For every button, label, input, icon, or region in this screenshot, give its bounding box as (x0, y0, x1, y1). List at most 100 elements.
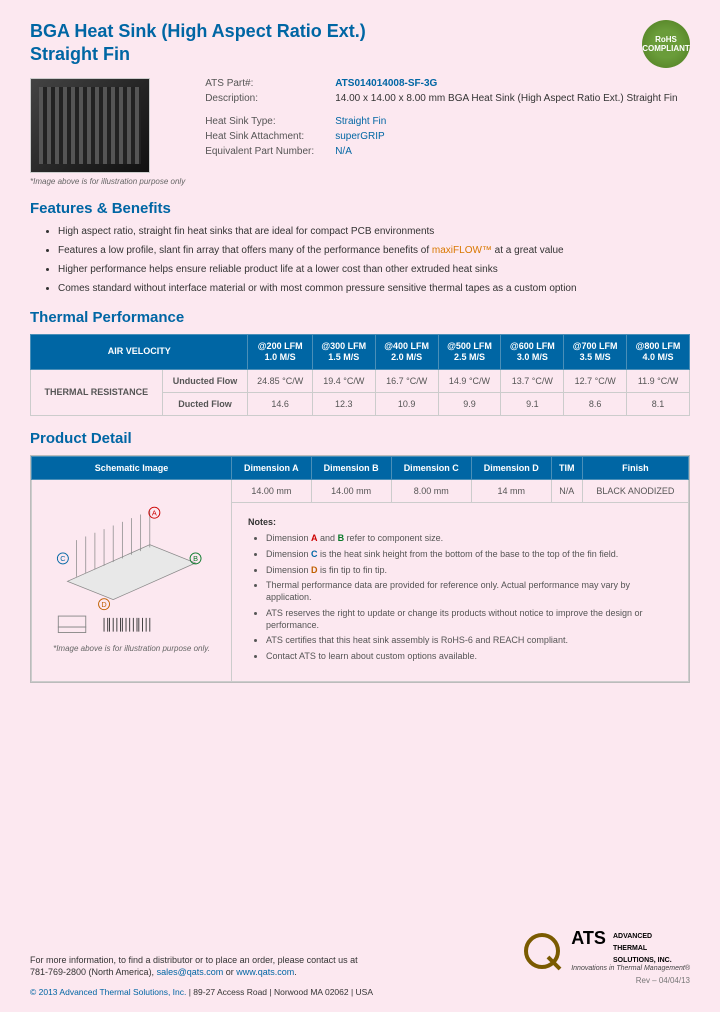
footer: For more information, to find a distribu… (30, 954, 690, 997)
product-image (30, 78, 150, 173)
pd-th: Finish (582, 456, 688, 480)
spec-table: ATS Part#:ATS014014008-SF-3G Description… (205, 78, 677, 186)
logo-line1: ADVANCED (613, 933, 652, 940)
svg-text:B: B (193, 555, 198, 564)
th-col: @700 LFM3.5 M/S (564, 335, 627, 370)
pd-val: 8.00 mm (391, 480, 471, 503)
product-detail-box: Schematic Image Dimension A Dimension B … (30, 455, 690, 683)
th-col: @600 LFM3.0 M/S (501, 335, 564, 370)
td-val: 11.9 °C/W (627, 369, 690, 392)
title-line-2: Straight Fin (30, 44, 130, 64)
td-val: 12.7 °C/W (564, 369, 627, 392)
product-image-wrap: *Image above is for illustration purpose… (30, 78, 185, 186)
th-top: @700 LFM (573, 341, 618, 351)
feature-text: Features a low profile, slant fin array … (58, 245, 432, 256)
footer-period: . (294, 967, 297, 977)
td-val: 8.1 (627, 392, 690, 415)
th-top: @600 LFM (510, 341, 555, 351)
footer-phone: 781-769-2800 (North America), (30, 967, 157, 977)
features-heading: Features & Benefits (30, 200, 690, 217)
product-detail-table: Schematic Image Dimension A Dimension B … (31, 456, 689, 682)
footer-copy-link[interactable]: © 2013 Advanced Thermal Solutions, Inc. (30, 987, 186, 997)
spec-attach-value: superGRIP (335, 131, 384, 142)
revision-text: Rev – 04/04/13 (522, 976, 690, 985)
th-bot: 2.5 M/S (454, 352, 485, 362)
notes-list: Dimension A and B refer to component siz… (248, 533, 672, 662)
th-col: @400 LFM2.0 M/S (375, 335, 438, 370)
td-val: 13.7 °C/W (501, 369, 564, 392)
svg-text:A: A (152, 509, 157, 518)
spec-desc-value: 14.00 x 14.00 x 8.00 mm BGA Heat Sink (H… (335, 93, 677, 104)
th-bot: 1.5 M/S (328, 352, 359, 362)
td-val: 14.6 (248, 392, 312, 415)
note-item: Thermal performance data are provided fo… (266, 580, 672, 603)
th-top: @300 LFM (321, 341, 366, 351)
footer-copy-rest: | 89-27 Access Road | Norwood MA 02062 |… (186, 987, 373, 997)
maxiflow-text: maxiFLOW™ (432, 245, 492, 256)
feature-item: Higher performance helps ensure reliable… (58, 263, 690, 276)
pd-val: 14.00 mm (232, 480, 312, 503)
logo-line2: THERMAL (613, 945, 647, 952)
footer-or: or (226, 967, 237, 977)
feature-text: at a great value (492, 245, 564, 256)
page: BGA Heat Sink (High Aspect Ratio Ext.) S… (0, 0, 720, 1012)
th-top: @500 LFM (447, 341, 492, 351)
th-top: @800 LFM (636, 341, 681, 351)
pd-th-schematic: Schematic Image (32, 456, 232, 480)
rohs-badge-icon: RoHS COMPLIANT (642, 20, 690, 68)
note-item: Dimension D is fin tip to fin tip. (266, 565, 672, 577)
note-item: ATS certifies that this heat sink assemb… (266, 635, 672, 647)
spec-type-value: Straight Fin (335, 116, 386, 127)
footer-copyright: © 2013 Advanced Thermal Solutions, Inc. … (30, 987, 690, 997)
logo-tagline: Innovations in Thermal Management® (571, 965, 690, 972)
note-item: Contact ATS to learn about custom option… (266, 651, 672, 663)
title-line-1: BGA Heat Sink (High Aspect Ratio Ext.) (30, 21, 366, 41)
pd-th: TIM (551, 456, 582, 480)
th-bot: 1.0 M/S (265, 352, 296, 362)
td-val: 12.3 (312, 392, 375, 415)
td-ducted-label: Ducted Flow (162, 392, 248, 415)
th-bot: 3.5 M/S (580, 352, 611, 362)
svg-text:D: D (101, 600, 106, 609)
pd-val: 14 mm (471, 480, 551, 503)
notes-box: Notes: Dimension A and B refer to compon… (236, 509, 684, 674)
pd-val: BLACK ANODIZED (582, 480, 688, 503)
th-col: @300 LFM1.5 M/S (312, 335, 375, 370)
td-val: 14.9 °C/W (438, 369, 501, 392)
footer-contact-text: For more information, to find a distribu… (30, 955, 358, 965)
features-list: High aspect ratio, straight fin heat sin… (30, 225, 690, 295)
td-val: 19.4 °C/W (312, 369, 375, 392)
schematic-note: *Image above is for illustration purpose… (40, 644, 223, 653)
td-val: 8.6 (564, 392, 627, 415)
image-note: *Image above is for illustration purpose… (30, 177, 185, 186)
spec-desc-label: Description: (205, 93, 335, 104)
svg-text:C: C (60, 555, 65, 564)
footer-email-link[interactable]: sales@qats.com (157, 967, 224, 977)
td-val: 10.9 (375, 392, 438, 415)
pd-val: N/A (551, 480, 582, 503)
th-top: @200 LFM (258, 341, 303, 351)
logo-text-block: ATS ADVANCED THERMAL SOLUTIONS, INC. Inn… (571, 929, 690, 972)
note-item: Dimension A and B refer to component siz… (266, 533, 672, 545)
schematic-svg: A B C D (40, 488, 223, 638)
spec-equiv-value: N/A (335, 146, 352, 157)
feature-item: High aspect ratio, straight fin heat sin… (58, 225, 690, 238)
td-unducted-label: Unducted Flow (162, 369, 248, 392)
top-section: *Image above is for illustration purpose… (30, 78, 690, 186)
page-title: BGA Heat Sink (High Aspect Ratio Ext.) S… (30, 20, 366, 67)
spec-part-value: ATS014014008-SF-3G (335, 78, 437, 89)
feature-item: Comes standard without interface materia… (58, 282, 690, 295)
spec-part-label: ATS Part#: (205, 78, 335, 89)
product-detail-heading: Product Detail (30, 430, 690, 447)
thermal-table: AIR VELOCITY @200 LFM1.0 M/S @300 LFM1.5… (30, 334, 690, 416)
th-col: @800 LFM4.0 M/S (627, 335, 690, 370)
notes-label: Notes: (248, 517, 672, 527)
spec-attach-label: Heat Sink Attachment: (205, 131, 335, 142)
th-bot: 2.0 M/S (391, 352, 422, 362)
logo-row: ATS ADVANCED THERMAL SOLUTIONS, INC. (571, 929, 690, 965)
th-top: @400 LFM (384, 341, 429, 351)
logo-line3: SOLUTIONS, INC. (613, 957, 672, 964)
spec-equiv-label: Equivalent Part Number: (205, 146, 335, 157)
pd-th: Dimension D (471, 456, 551, 480)
footer-web-link[interactable]: www.qats.com (236, 967, 294, 977)
